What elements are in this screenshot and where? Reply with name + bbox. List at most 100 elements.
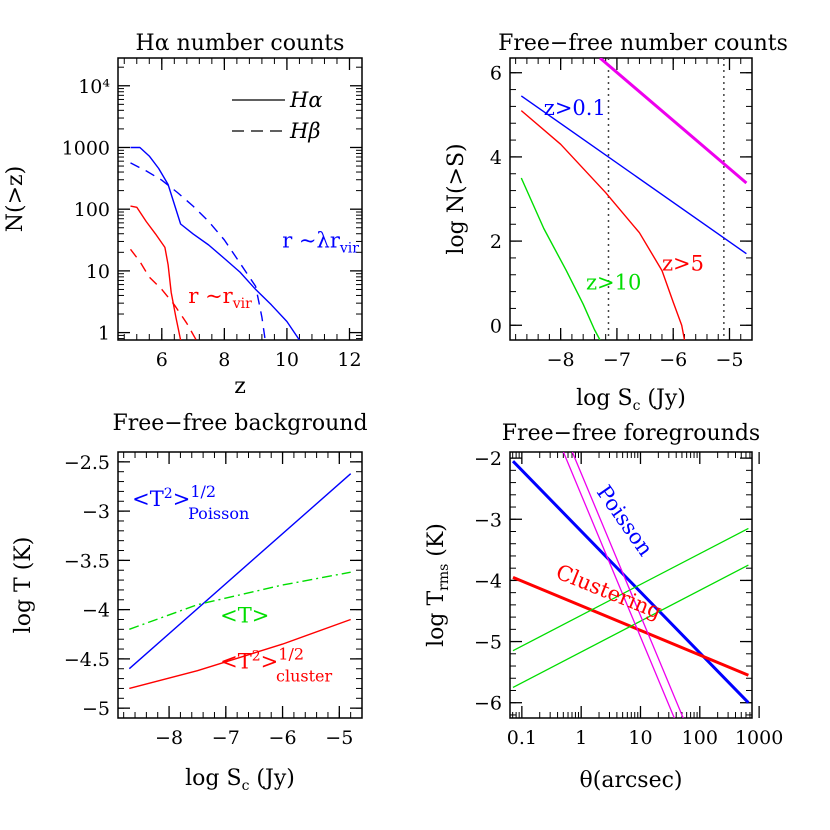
annotation-label: Poisson	[592, 481, 658, 561]
annotation-label: z>0.1	[544, 96, 606, 120]
y-tick-label: −5	[82, 698, 110, 720]
x-axis-label: z	[234, 374, 246, 399]
legend-label: Hα	[289, 88, 323, 112]
annotation-text: <T	[132, 487, 164, 511]
x-tick-label: 6	[156, 349, 168, 371]
x-tick-label: 1	[575, 727, 587, 749]
x-axis-label-sub: c	[633, 398, 641, 414]
annotation-sub: vir	[339, 240, 359, 256]
x-tick-label: 0.1	[507, 727, 537, 749]
annotation-sub: cluster	[276, 667, 332, 686]
annotation-sub: vir	[232, 296, 252, 312]
series-line	[520, 177, 601, 340]
y-tick-label: −4.5	[64, 649, 110, 671]
x-tick-label: 8	[218, 349, 230, 371]
panel-title: Hα number counts	[136, 31, 345, 56]
series-line	[599, 58, 748, 185]
x-axis-label-main: θ(arcsec)	[580, 768, 683, 793]
annotation-label: z>5	[662, 252, 704, 276]
series-line	[571, 452, 684, 718]
legend-label: Hβ	[289, 119, 320, 143]
x-axis-label-sub: c	[242, 778, 250, 794]
series-line	[129, 248, 197, 340]
y-tick-label: −6	[474, 693, 502, 715]
x-tick-label: −8	[547, 349, 575, 371]
x-axis-label-main: log S	[185, 766, 241, 791]
annotation-text: Clustering	[553, 560, 666, 624]
series-group	[129, 146, 300, 340]
y-tick-label: 10⁴	[78, 76, 110, 98]
x-tick-label: −7	[603, 349, 631, 371]
x-tick-label: −5	[325, 727, 353, 749]
x-tick-label: −6	[269, 727, 297, 749]
plot-frame	[509, 57, 753, 341]
y-axis-label: log N(>S)	[444, 143, 469, 254]
plot-frame	[117, 451, 363, 719]
y-tick-label: −5	[474, 632, 502, 654]
annotation-text: r ~λr	[282, 228, 341, 252]
annotation-sub: Poisson	[188, 504, 249, 523]
y-axis-label-main: log T	[424, 591, 449, 647]
series-group	[128, 473, 352, 690]
annotation-label: Clustering	[553, 560, 666, 624]
annotation-text: <T>	[220, 603, 269, 627]
annotation-exponent: 1/2	[190, 482, 216, 501]
plot-frame	[509, 451, 753, 719]
x-tick-label: −7	[212, 727, 240, 749]
y-axis-label: log T (K)	[11, 537, 36, 634]
x-tick-label: −8	[155, 727, 183, 749]
y-tick-label: −3.5	[64, 550, 110, 572]
y-tick-label: 1	[98, 323, 110, 345]
y-axis-label-unit: (K)	[424, 523, 449, 564]
annotation-text: z>10	[586, 270, 641, 294]
x-tick-label: 100	[682, 727, 718, 749]
plot-frame	[117, 57, 363, 341]
y-tick-label: 6	[490, 63, 502, 85]
annotation-label: <T2>1/2 Poisson	[132, 482, 249, 523]
panel-title: Free−free background	[112, 411, 367, 436]
y-tick-label: −2.5	[64, 452, 110, 474]
series-line	[130, 146, 300, 340]
y-axis-label-main: log N(>S)	[444, 143, 469, 254]
x-axis-label-main: log S	[576, 386, 632, 411]
series-line	[129, 618, 351, 690]
annotation-close: >	[261, 650, 279, 674]
y-tick-label: 10	[86, 261, 110, 283]
series-group	[511, 452, 750, 718]
series-line	[129, 571, 351, 630]
y-tick-label: 0	[490, 315, 502, 337]
y-tick-label: −2	[474, 448, 502, 470]
x-axis-label-unit: (Jy)	[249, 766, 294, 791]
annotation-label: <T>	[220, 603, 269, 627]
x-axis-label-unit: (Jy)	[640, 386, 685, 411]
x-axis-label: θ(arcsec)	[580, 768, 683, 793]
annotation-label: r ~λrvir	[282, 228, 359, 256]
y-tick-label: 2	[490, 231, 502, 253]
x-tick-label: −5	[715, 349, 743, 371]
y-tick-label: −3	[82, 501, 110, 523]
panel-freefree-counts: −8 −7 −6 −5 0 2 4 6 Free−free number counts log S…	[444, 31, 788, 414]
series-line	[511, 460, 750, 704]
x-axis-label: log Sc (Jy)	[576, 386, 686, 414]
y-axis-label: log Trms (K)	[424, 523, 452, 647]
annotation-label: r ~rvir	[188, 284, 252, 312]
y-axis-label-main: N(>z)	[3, 166, 28, 232]
y-tick-label: 100	[74, 199, 110, 221]
annotation-text: r ~r	[188, 284, 233, 308]
x-tick-label: 1000	[735, 727, 783, 749]
series-line	[512, 564, 749, 688]
x-tick-label: 10	[628, 727, 652, 749]
y-tick-label: −4	[474, 570, 502, 592]
x-tick-label: 10	[275, 349, 299, 371]
x-tick-label: −6	[659, 349, 687, 371]
series-line	[562, 452, 675, 718]
panel-title: Free−free foregrounds	[502, 421, 760, 446]
x-axis-label-main: z	[234, 374, 246, 399]
series-line	[512, 527, 749, 652]
x-tick-label: 12	[337, 349, 361, 371]
annotation-sup: 2	[252, 649, 261, 665]
panel-halpha-counts: 6 8 10 12 1 10 100 1000 10⁴ Hα number counts z N(>z…	[3, 31, 363, 399]
